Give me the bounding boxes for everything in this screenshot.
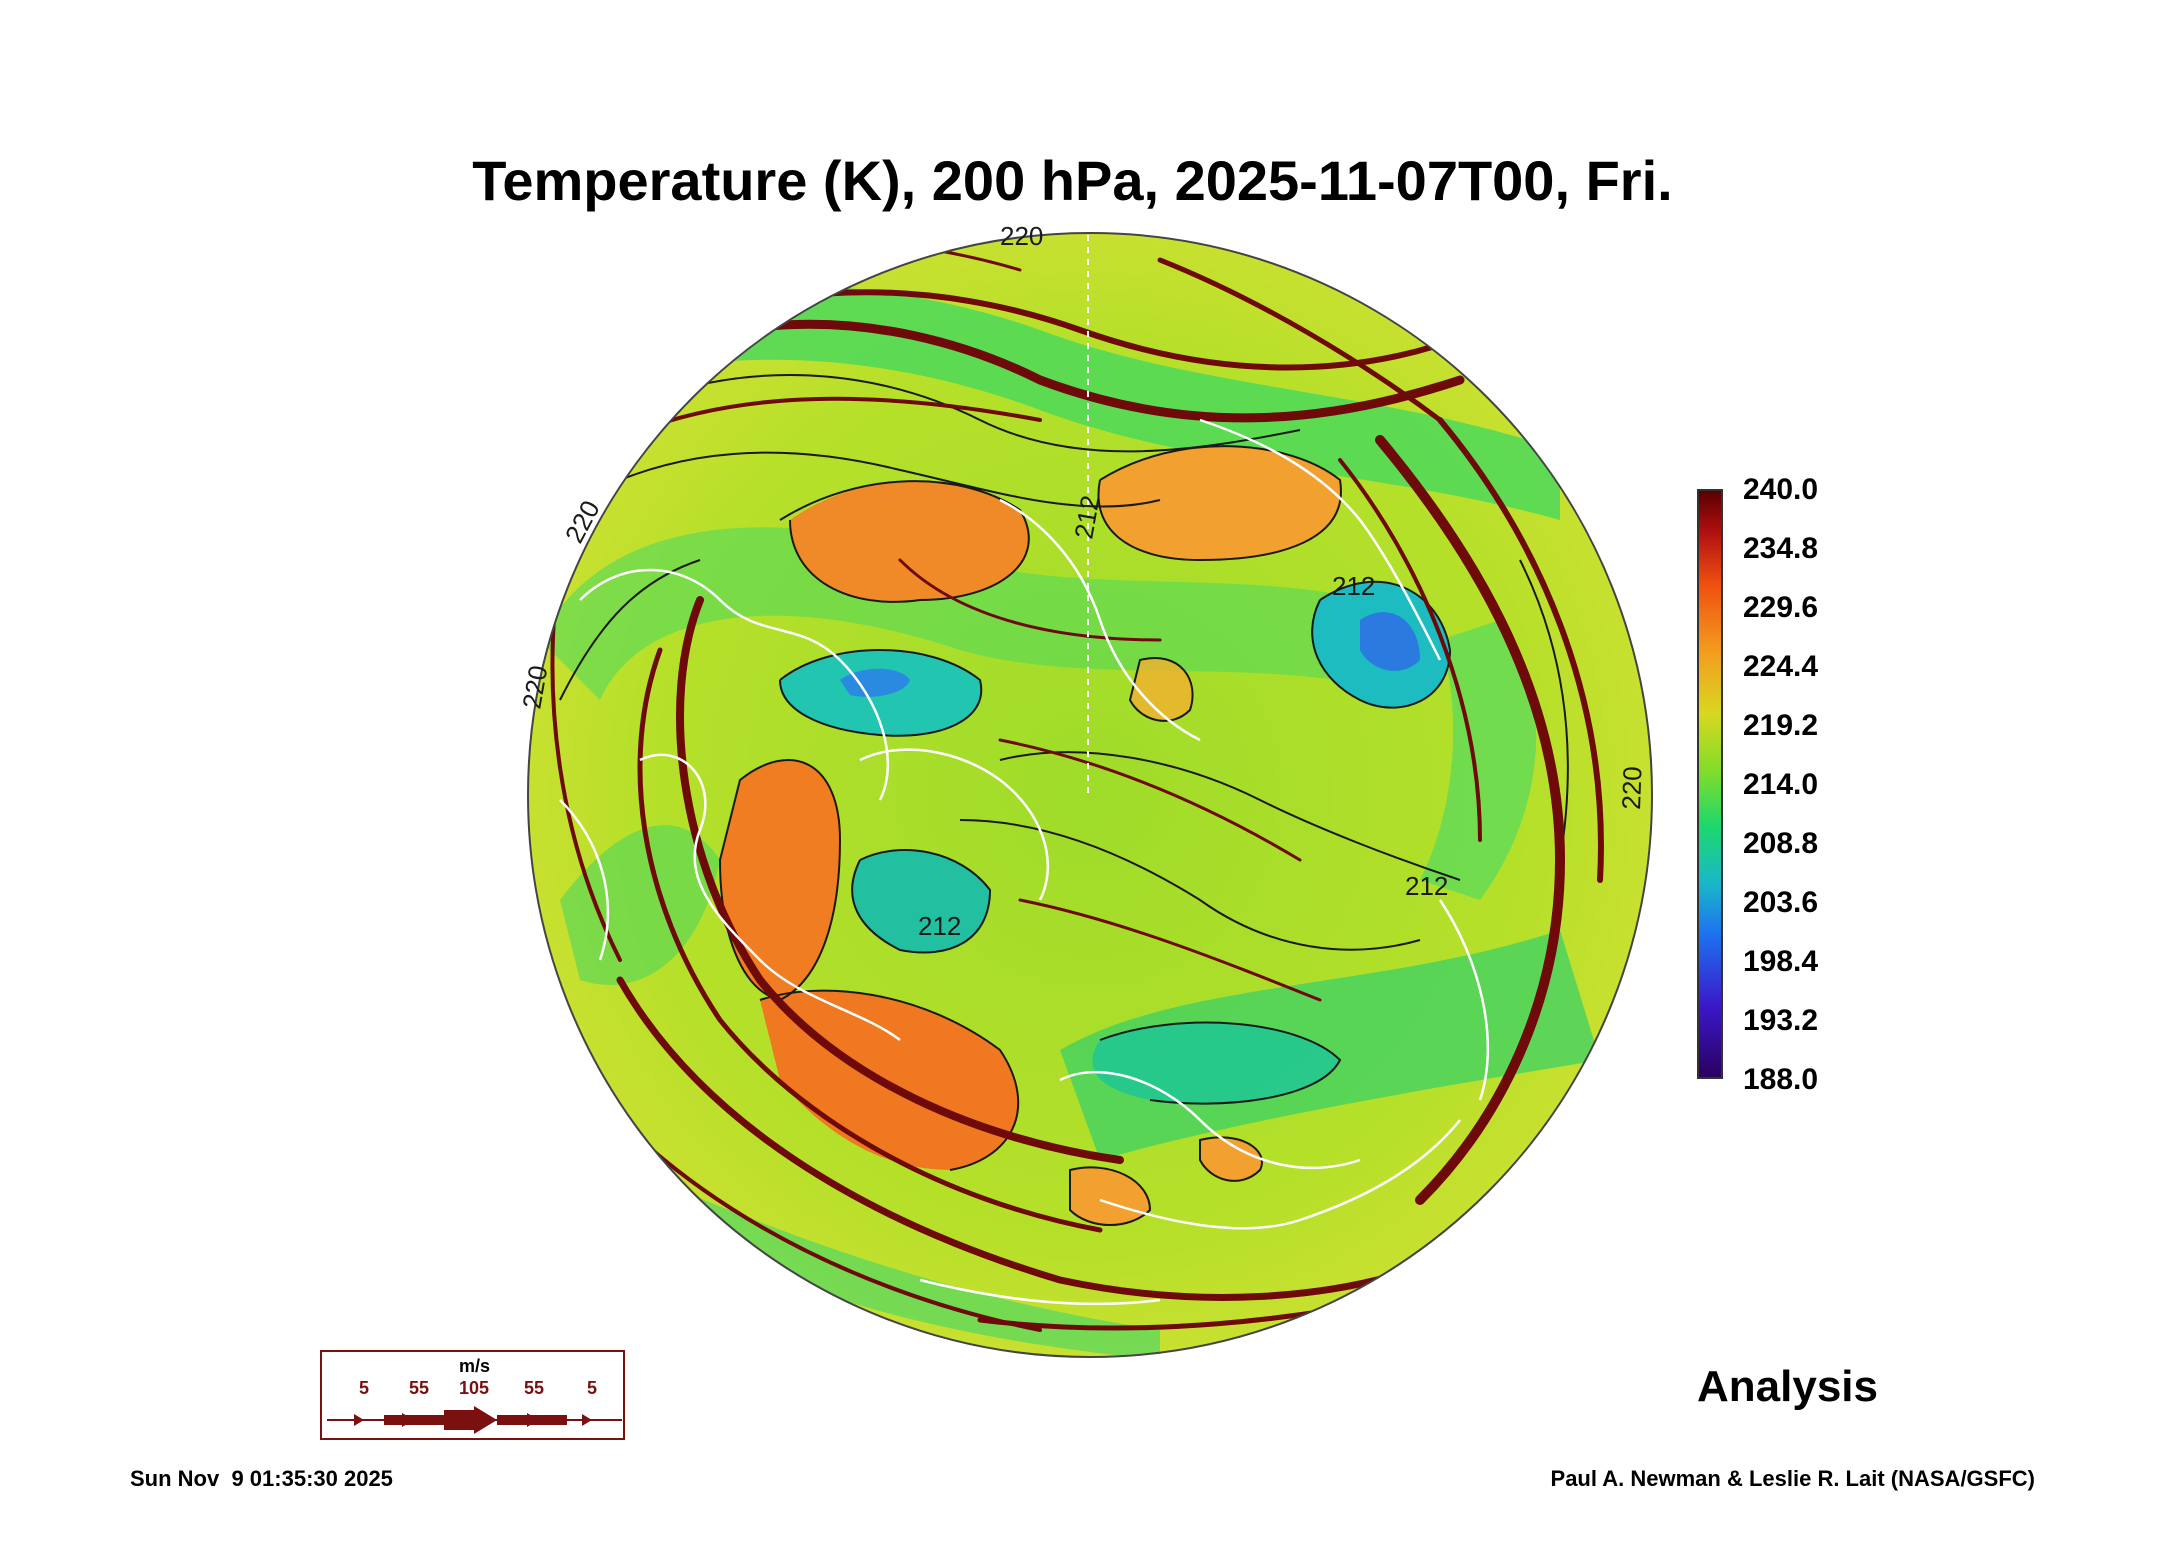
colorbar-label: 229.6 <box>1743 591 1819 624</box>
wind-legend-tick: 55 <box>523 1378 545 1398</box>
credit: Paul A. Newman & Leslie R. Lait (NASA/GS… <box>1550 1466 2035 1491</box>
wind-streamlines <box>535 238 1604 1332</box>
contour-label: 220 <box>516 663 553 711</box>
temperature-contours <box>559 374 1569 1226</box>
timestamp: Sun Nov 9 01:35:30 2025 <box>130 1466 393 1491</box>
contour-label: 212 <box>1068 493 1105 541</box>
contour-label: 220 <box>1000 221 1043 251</box>
colorbar <box>1697 489 1723 1079</box>
colorbar-label: 203.6 <box>1743 886 1819 919</box>
contour-label: 212 <box>1332 571 1375 601</box>
wind-legend-tick: 5 <box>586 1378 598 1398</box>
contour-label: 212 <box>1405 871 1448 901</box>
coastlines <box>559 418 1490 1306</box>
chart-title: Temperature (K), 200 hPa, 2025-11-07T00,… <box>472 149 1673 212</box>
colorbar-label: 234.8 <box>1743 532 1819 565</box>
colorbar-label: 214.0 <box>1743 768 1819 801</box>
wind-legend-unit: m/s <box>458 1356 491 1376</box>
colorbar-label: 219.2 <box>1743 709 1819 742</box>
analysis-label: Analysis <box>1697 1362 1878 1411</box>
contour-label: 212 <box>918 911 961 941</box>
temperature-field <box>528 233 1652 1357</box>
colorbar-label: 240.0 <box>1743 473 1819 506</box>
colorbar-label: 188.0 <box>1743 1063 1819 1096</box>
colorbar-label: 224.4 <box>1743 650 1819 683</box>
wind-legend-tick: 5 <box>358 1378 370 1398</box>
wind-legend-tick: 55 <box>408 1378 430 1398</box>
colorbar-label: 198.4 <box>1743 945 1819 978</box>
wind-legend-arrow <box>327 1406 622 1434</box>
colorbar-label: 208.8 <box>1743 827 1819 860</box>
wind-legend-tick: 105 <box>458 1378 490 1398</box>
contour-label: 220 <box>1616 766 1647 810</box>
wind-speed-legend: m/s 5 55 105 55 5 <box>320 1350 625 1440</box>
colorbar-label: 193.2 <box>1743 1004 1819 1037</box>
